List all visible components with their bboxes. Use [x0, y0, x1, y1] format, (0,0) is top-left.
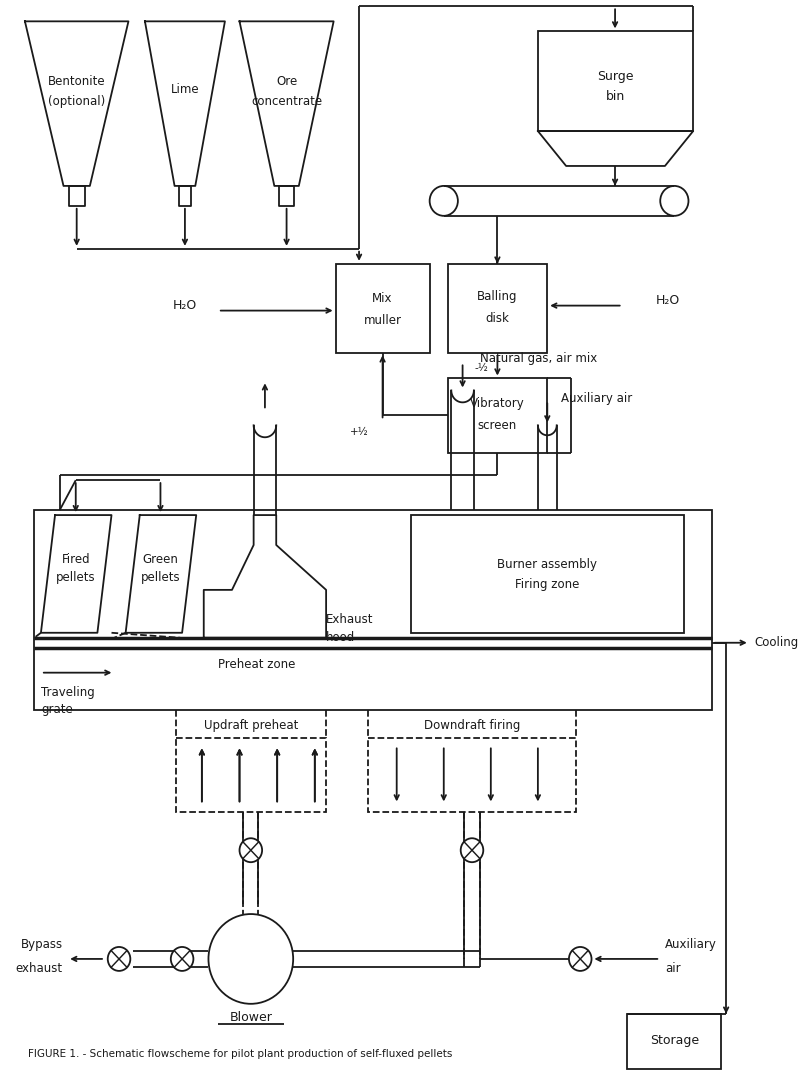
Circle shape [171, 947, 194, 971]
Text: Downdraft firing: Downdraft firing [424, 719, 520, 732]
Text: muller: muller [363, 314, 402, 327]
Text: pellets: pellets [141, 571, 180, 584]
Text: grate: grate [41, 703, 73, 716]
Text: screen: screen [478, 419, 517, 432]
Text: Ore: Ore [276, 75, 298, 88]
Text: Traveling: Traveling [41, 686, 94, 699]
Bar [335, 264, 430, 353]
Text: Bypass: Bypass [21, 938, 62, 951]
Text: +½: +½ [350, 427, 369, 438]
Text: concentrate: concentrate [251, 94, 322, 108]
Bar [449, 264, 547, 353]
Text: H₂O: H₂O [655, 294, 680, 307]
Text: (optional): (optional) [48, 94, 106, 108]
Text: Storage: Storage [650, 1034, 699, 1047]
Text: FIGURE 1. - Schematic flowscheme for pilot plant production of self-fluxed pelle: FIGURE 1. - Schematic flowscheme for pil… [28, 1049, 452, 1059]
Circle shape [461, 838, 483, 862]
Text: Natural gas, air mix: Natural gas, air mix [479, 352, 597, 365]
Text: air: air [665, 962, 681, 975]
Text: disk: disk [486, 312, 510, 325]
Text: Preheat zone: Preheat zone [218, 658, 295, 671]
Bar [411, 515, 684, 633]
Text: pellets: pellets [56, 571, 95, 584]
Text: Vibratory: Vibratory [470, 396, 525, 409]
Text: Blower: Blower [230, 1011, 272, 1024]
Text: Cooling: Cooling [754, 636, 798, 649]
Circle shape [569, 947, 591, 971]
Text: Mix: Mix [372, 292, 393, 305]
Text: -½: -½ [474, 364, 488, 374]
Text: Burner assembly: Burner assembly [498, 558, 598, 571]
Text: hood: hood [326, 631, 355, 644]
Text: Auxiliary: Auxiliary [665, 938, 717, 951]
Text: Exhaust: Exhaust [326, 614, 374, 627]
Text: Fired: Fired [62, 554, 90, 567]
Text: Balling: Balling [477, 290, 518, 303]
Text: Surge: Surge [597, 70, 634, 83]
Text: Green: Green [142, 554, 178, 567]
Bar [369, 737, 575, 812]
Bar [449, 378, 547, 453]
Bar [34, 510, 712, 709]
Circle shape [239, 838, 262, 862]
Text: Firing zone: Firing zone [515, 579, 579, 592]
Text: exhaust: exhaust [15, 962, 62, 975]
Circle shape [108, 947, 130, 971]
Circle shape [209, 914, 293, 1003]
Bar [538, 31, 693, 131]
Text: Auxiliary air: Auxiliary air [562, 392, 633, 405]
Bar [175, 737, 326, 812]
Text: H₂O: H₂O [173, 299, 197, 312]
Text: Bentonite: Bentonite [48, 75, 106, 88]
Text: Updraft preheat: Updraft preheat [204, 719, 298, 732]
Bar [627, 1014, 722, 1069]
Text: Lime: Lime [170, 83, 199, 96]
Text: bin: bin [606, 90, 625, 103]
